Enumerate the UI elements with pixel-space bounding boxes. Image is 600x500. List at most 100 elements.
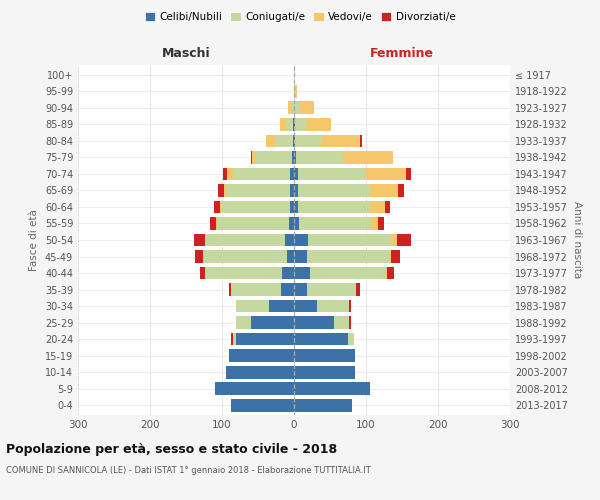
Bar <box>298 168 366 180</box>
Bar <box>334 316 349 329</box>
Bar <box>230 398 294 411</box>
Bar <box>385 266 387 280</box>
Bar <box>294 85 295 98</box>
Bar <box>226 366 294 378</box>
Bar <box>320 134 360 147</box>
Bar <box>194 234 205 246</box>
Bar <box>294 134 295 147</box>
Bar <box>294 332 348 345</box>
Bar <box>221 200 290 213</box>
Bar <box>280 118 286 131</box>
Bar <box>232 332 233 345</box>
Bar <box>205 234 206 246</box>
Bar <box>230 283 281 296</box>
Bar <box>390 250 391 263</box>
Bar <box>294 398 352 411</box>
Bar <box>294 283 307 296</box>
Bar <box>370 184 398 197</box>
Bar <box>236 300 269 312</box>
Bar <box>286 118 293 131</box>
Bar <box>252 151 256 164</box>
Bar <box>294 217 299 230</box>
Bar <box>293 134 294 147</box>
Bar <box>281 283 294 296</box>
Bar <box>218 184 224 197</box>
Bar <box>236 316 251 329</box>
Bar <box>289 217 294 230</box>
Bar <box>204 250 287 263</box>
Bar <box>203 250 204 263</box>
Bar <box>308 234 391 246</box>
Bar <box>236 332 294 345</box>
Bar <box>294 184 298 197</box>
Bar <box>406 168 412 180</box>
Bar <box>294 102 300 114</box>
Text: COMUNE DI SANNICOLA (LE) - Dati ISTAT 1° gennaio 2018 - Elaborazione TUTTITALIA.: COMUNE DI SANNICOLA (LE) - Dati ISTAT 1°… <box>6 466 371 475</box>
Bar <box>194 250 203 263</box>
Bar <box>214 200 220 213</box>
Bar <box>275 134 293 147</box>
Text: Femmine: Femmine <box>370 47 434 60</box>
Bar <box>294 118 295 131</box>
Bar <box>294 349 355 362</box>
Bar <box>223 168 227 180</box>
Bar <box>310 266 385 280</box>
Bar <box>288 102 291 114</box>
Bar <box>317 300 349 312</box>
Bar <box>205 266 206 280</box>
Bar <box>291 102 294 114</box>
Bar <box>226 184 290 197</box>
Bar <box>348 332 354 345</box>
Bar <box>294 366 355 378</box>
Bar <box>385 200 391 213</box>
Bar <box>299 217 371 230</box>
Bar <box>227 168 233 180</box>
Bar <box>229 349 294 362</box>
Bar <box>293 118 294 131</box>
Bar <box>391 250 400 263</box>
Bar <box>251 316 294 329</box>
Bar <box>397 234 412 246</box>
Bar <box>294 234 308 246</box>
Bar <box>294 266 310 280</box>
Bar <box>292 151 294 164</box>
Legend: Celibi/Nubili, Coniugati/e, Vedovi/e, Divorziati/e: Celibi/Nubili, Coniugati/e, Vedovi/e, Di… <box>140 8 460 26</box>
Bar <box>298 200 370 213</box>
Bar <box>200 266 205 280</box>
Bar <box>294 250 307 263</box>
Text: Popolazione per età, sesso e stato civile - 2018: Popolazione per età, sesso e stato civil… <box>6 442 337 456</box>
Bar <box>294 151 296 164</box>
Bar <box>371 217 378 230</box>
Bar <box>294 382 370 395</box>
Bar <box>296 151 343 164</box>
Bar <box>398 184 404 197</box>
Bar <box>349 316 351 329</box>
Bar <box>294 300 317 312</box>
Bar <box>206 266 282 280</box>
Bar <box>294 168 298 180</box>
Bar <box>307 283 356 296</box>
Bar <box>224 184 226 197</box>
Bar <box>256 151 292 164</box>
Bar <box>269 300 294 312</box>
Bar <box>360 134 362 147</box>
Bar <box>307 250 390 263</box>
Text: Maschi: Maschi <box>161 47 211 60</box>
Bar <box>233 168 290 180</box>
Bar <box>266 134 275 147</box>
Bar <box>290 200 294 213</box>
Bar <box>300 102 314 114</box>
Y-axis label: Anni di nascita: Anni di nascita <box>572 202 581 278</box>
Bar <box>295 85 297 98</box>
Bar <box>295 134 320 147</box>
Bar <box>215 217 217 230</box>
Bar <box>391 234 397 246</box>
Bar <box>206 234 286 246</box>
Bar <box>233 332 236 345</box>
Bar <box>217 217 289 230</box>
Bar <box>229 283 230 296</box>
Bar <box>210 217 215 230</box>
Bar <box>370 200 385 213</box>
Bar <box>343 151 394 164</box>
Bar <box>215 382 294 395</box>
